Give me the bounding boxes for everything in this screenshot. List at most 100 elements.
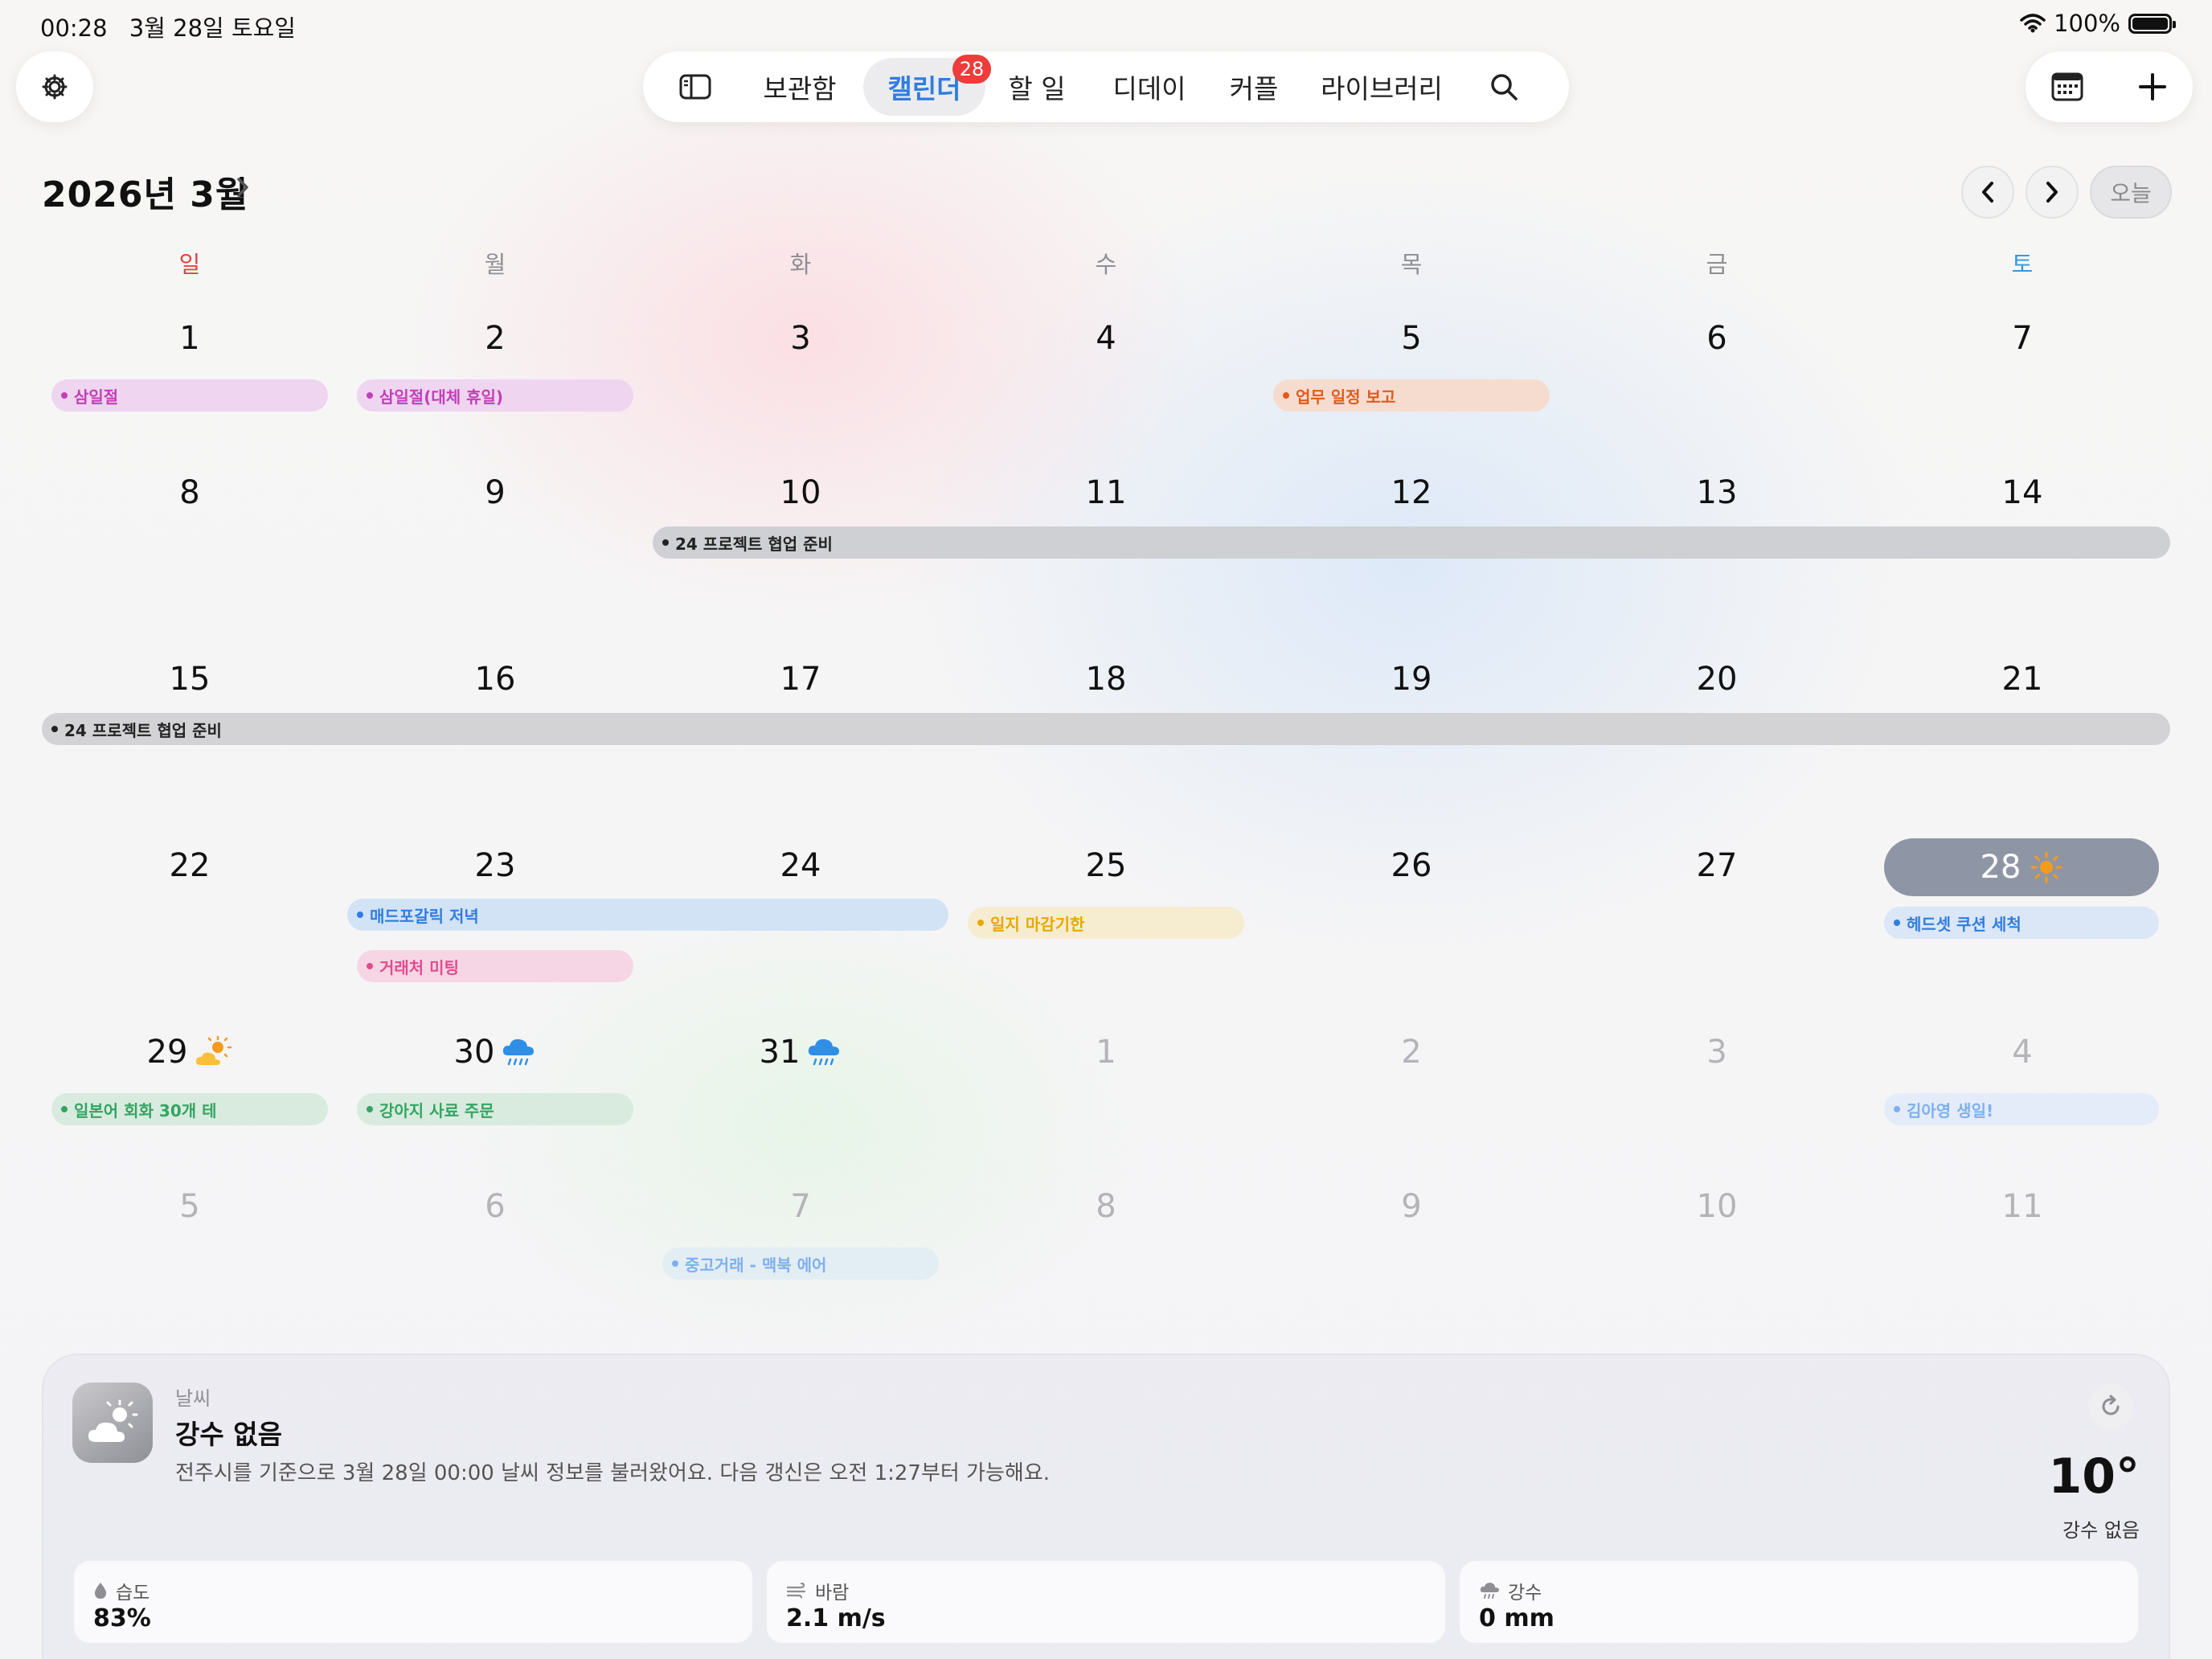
day-cell[interactable]: 1 [179, 320, 200, 357]
event-dot [1894, 1106, 1900, 1112]
day-cell[interactable]: 7 [2012, 320, 2033, 357]
day-cell[interactable]: 1 [1096, 1034, 1116, 1071]
day-cell[interactable]: 8 [1096, 1188, 1116, 1225]
day-cell[interactable]: 5 [1401, 320, 1422, 357]
rain-cloud-icon [809, 1038, 840, 1066]
day-cell[interactable]: 25 [1085, 847, 1127, 884]
event-chip[interactable]: 매드포갈릭 저녁 [347, 899, 948, 931]
day-cell[interactable]: 24 [780, 847, 821, 884]
event-dot [61, 1106, 68, 1112]
day-cell[interactable]: 29 [37, 1034, 342, 1071]
day-cell[interactable]: 30 [342, 1034, 648, 1071]
wifi-icon [2020, 14, 2046, 33]
day-cell[interactable]: 22 [169, 847, 211, 884]
day-cell[interactable]: 26 [1391, 847, 1432, 884]
tab-todo[interactable]: 할 일 [1008, 73, 1066, 104]
weekday-tue: 화 [789, 251, 812, 278]
refresh-button[interactable] [2088, 1384, 2133, 1429]
status-date: 3월 28일 토요일 [129, 14, 296, 42]
day-cell[interactable]: 6 [485, 1188, 506, 1225]
day-cell[interactable]: 11 [2001, 1188, 2043, 1225]
event-chip[interactable]: 헤드셋 쿠션 세척 [1884, 907, 2159, 939]
day-cell[interactable]: 3 [790, 320, 811, 357]
event-chip[interactable]: 거래처 미팅 [357, 950, 633, 982]
event-title: 김아영 생일! [1907, 1100, 1994, 1120]
day-cell[interactable]: 4 [1096, 320, 1116, 357]
day-cell[interactable]: 4 [2012, 1034, 2033, 1071]
battery-percent: 100% [2054, 10, 2120, 37]
event-chip[interactable]: 일본어 회화 30개 테 [51, 1093, 328, 1125]
day-cell[interactable]: 27 [1696, 847, 1738, 884]
event-dot [367, 1106, 373, 1112]
metric-value: 0 mm [1479, 1604, 1555, 1632]
day-cell[interactable]: 7 [790, 1188, 811, 1225]
day-cell[interactable]: 2 [485, 320, 506, 357]
partly-cloudy-icon [88, 1399, 138, 1442]
event-dot [367, 963, 373, 969]
weather-card: 날씨 강수 없음 전주시를 기준으로 3월 28일 00:00 날씨 정보를 불… [42, 1354, 2170, 1659]
day-cell[interactable]: 6 [1706, 320, 1727, 357]
day-cell[interactable]: 20 [1696, 661, 1738, 698]
today-day-cell[interactable]: 28 [1884, 838, 2159, 896]
tab-archive[interactable]: 보관함 [763, 73, 837, 104]
event-title: 거래처 미팅 [379, 957, 459, 977]
event-chip[interactable]: 업무 일정 보고 [1273, 379, 1550, 412]
tab-dday[interactable]: 디데이 [1112, 73, 1186, 104]
event-chip[interactable]: 24 프로젝트 협업 준비 [42, 713, 2170, 745]
day-cell[interactable]: 11 [1085, 474, 1127, 511]
wind-icon [786, 1583, 806, 1599]
event-chip[interactable]: 24 프로젝트 협업 준비 [653, 526, 2170, 559]
search-button[interactable] [1476, 51, 1532, 122]
event-chip[interactable]: 김아영 생일! [1884, 1093, 2159, 1125]
event-chip[interactable]: 일지 마감기한 [968, 907, 1244, 939]
metric-value: 83% [93, 1604, 151, 1632]
weather-section-label: 날씨 [175, 1387, 211, 1410]
gear-icon [42, 74, 68, 100]
day-cell[interactable]: 21 [2001, 661, 2043, 698]
day-cell[interactable]: 9 [1401, 1188, 1422, 1225]
day-cell[interactable]: 13 [1696, 474, 1738, 511]
settings-button[interactable] [16, 51, 93, 122]
today-button[interactable]: 오늘 [2090, 166, 2172, 219]
day-cell[interactable]: 2 [1401, 1034, 1422, 1071]
chevron-right-icon[interactable] [235, 175, 251, 199]
calendar-view-button[interactable] [2043, 63, 2091, 111]
event-chip[interactable]: 중고거래 - 맥북 에어 [662, 1247, 939, 1280]
event-dot [977, 920, 984, 926]
add-button[interactable] [2128, 63, 2177, 111]
day-cell[interactable]: 14 [2001, 474, 2043, 511]
day-cell[interactable]: 31 [648, 1034, 953, 1071]
event-chip[interactable]: 강아지 사료 주문 [357, 1093, 633, 1125]
day-cell[interactable]: 15 [169, 661, 211, 698]
month-title[interactable]: 2026년 3월 [42, 174, 249, 215]
tab-couple[interactable]: 커플 [1229, 73, 1279, 104]
day-cell[interactable]: 19 [1391, 661, 1432, 698]
next-month-button[interactable] [2026, 166, 2079, 219]
day-cell[interactable]: 9 [485, 474, 506, 511]
tab-library[interactable]: 라이브러리 [1321, 73, 1443, 104]
event-chip[interactable]: 삼일절(대체 휴일) [357, 379, 633, 412]
event-title: 일본어 회화 30개 테 [74, 1100, 217, 1120]
day-number: 29 [146, 1034, 188, 1071]
day-cell[interactable]: 10 [780, 474, 821, 511]
day-number: 30 [453, 1034, 495, 1071]
wind-metric: 바람 2.1 m/s [765, 1559, 1447, 1645]
day-cell[interactable]: 17 [780, 661, 821, 698]
day-cell[interactable]: 23 [474, 847, 516, 884]
day-cell[interactable]: 8 [179, 474, 200, 511]
humidity-metric: 습도 83% [72, 1559, 754, 1645]
sidebar-toggle-button[interactable] [667, 51, 723, 122]
previous-month-button[interactable] [1961, 166, 2014, 219]
day-cell[interactable]: 12 [1391, 474, 1432, 511]
main-navigation: 보관함 캘린더 28 할 일 디데이 커플 라이브러리 [643, 51, 1569, 122]
day-cell[interactable]: 10 [1696, 1188, 1738, 1225]
day-cell[interactable]: 16 [474, 661, 516, 698]
event-title: 24 프로젝트 협업 준비 [675, 534, 833, 554]
event-chip[interactable]: 삼일절 [51, 379, 328, 412]
day-cell[interactable]: 5 [179, 1188, 200, 1225]
event-dot [367, 392, 373, 399]
weather-title: 강수 없음 [175, 1419, 282, 1450]
day-cell[interactable]: 18 [1085, 661, 1127, 698]
weather-description: 전주시를 기준으로 3월 28일 00:00 날씨 정보를 불러왔어요. 다음 … [175, 1461, 1051, 1485]
day-cell[interactable]: 3 [1706, 1034, 1727, 1071]
